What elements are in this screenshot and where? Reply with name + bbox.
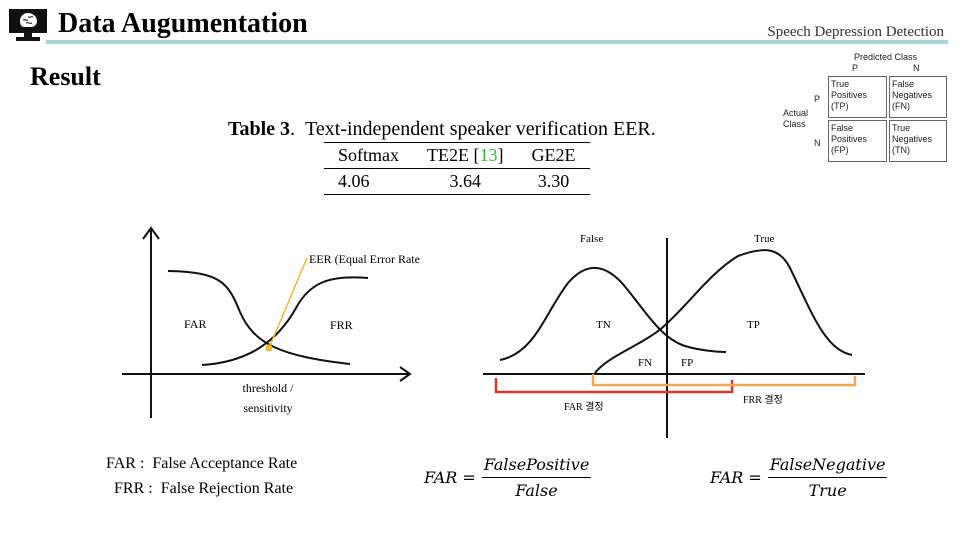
eer-point [265, 344, 273, 352]
col-head-p: P [852, 63, 859, 73]
fn-label: FN [638, 357, 652, 369]
far-text: False Acceptance Rate [152, 455, 298, 472]
formula-denominator: True [808, 481, 847, 500]
true-distribution-curve [594, 249, 853, 374]
formula-numerator: FalsePositive [481, 455, 592, 478]
xaxis-label: threshold / [243, 381, 295, 395]
table-header-cell: Softmax [338, 145, 399, 165]
far-formula-false-positive: FAR = FalsePositive False [424, 455, 592, 500]
table-header-row: Softmax TE2E [13] GE2E [324, 142, 590, 169]
table-header-cell: TE2E [13] [427, 145, 504, 165]
header-divider [46, 40, 948, 44]
formula-lhs: FAR = [710, 468, 762, 487]
actual-label: Class [783, 119, 806, 129]
table-caption-sep: . [290, 118, 306, 140]
eer-pointer-line [268, 257, 308, 349]
false-label: False [580, 233, 603, 245]
row-head-n: N [814, 138, 821, 148]
page-subtitle: Speech Depression Detection [767, 24, 944, 40]
cm-cell-line: True [831, 79, 850, 89]
cm-cell-line: Positives [831, 90, 868, 100]
far-label: FAR [184, 317, 206, 331]
predicted-class-label: Predicted Class [854, 52, 918, 62]
xaxis-label: sensitivity [243, 401, 292, 415]
table-header-label: TE2E [427, 145, 469, 165]
frr-decision-label: FRR 결정 [743, 394, 783, 406]
table-header-cell: GE2E [531, 145, 576, 165]
table-cell: 3.30 [537, 171, 570, 191]
confusion-matrix: Predicted Class P N Actual Class P N Tru… [780, 52, 950, 192]
eer-label: EER (Equal Error Rate) [309, 252, 420, 266]
row-head-p: P [814, 94, 821, 104]
cm-cell-tp: True Positives (TP) [828, 76, 887, 118]
table-cell: 4.06 [338, 171, 370, 191]
cm-cell-line: True [892, 123, 911, 133]
cm-cell-line: Negatives [892, 90, 933, 100]
far-definition: FAR : False Acceptance Rate [106, 455, 297, 473]
false-distribution-curve [499, 266, 727, 361]
far-abbr: FAR : [106, 455, 145, 472]
cm-cell-fn: False Negatives (FN) [889, 76, 947, 118]
citation-link[interactable]: 13 [479, 145, 498, 165]
eer-table: Softmax TE2E [13] GE2E 4.06 3.64 3.30 [324, 142, 590, 195]
far-frr-diagram: EER (Equal Error Rate) FAR FRR threshold… [122, 226, 420, 418]
formula-denominator: False [515, 481, 558, 500]
true-label: True [754, 233, 774, 245]
cm-cell-line: (TP) [831, 101, 849, 111]
x-axis-arrow-icon [399, 366, 412, 382]
section-title: Result [30, 62, 101, 91]
cm-cell-line: False [892, 79, 915, 89]
cm-cell-line: False [831, 123, 854, 133]
formula-numerator: FalseNegative [767, 455, 888, 478]
cm-cell-fp: False Positives (FP) [828, 120, 887, 162]
tp-label: TP [747, 319, 760, 331]
table-caption-text: Text-independent speaker verification EE… [305, 118, 656, 140]
table-cell: 3.64 [449, 171, 482, 191]
cm-cell-line: Positives [831, 134, 868, 144]
cm-cell-line: (FP) [831, 145, 849, 155]
frr-decision-bracket [591, 374, 857, 387]
actual-label: Actual [783, 108, 809, 118]
tn-label: TN [596, 319, 611, 331]
far-decision-label: FAR 결정 [564, 401, 604, 413]
far-curve [167, 270, 351, 365]
frr-text: False Rejection Rate [160, 480, 294, 497]
formula-lhs: FAR = [424, 468, 476, 487]
far-formula-false-negative: FAR = FalseNegative True [710, 455, 888, 500]
formula-fraction: FalseNegative True [767, 455, 888, 500]
frr-label: FRR [330, 318, 353, 332]
col-head-n: N [913, 63, 920, 73]
frr-curve [201, 276, 369, 366]
cm-cell-tn: True Negatives (TN) [889, 120, 947, 162]
cm-cell-line: Negatives [892, 134, 933, 144]
formula-fraction: FalsePositive False [481, 455, 592, 500]
frr-abbr: FRR : [114, 480, 153, 497]
fp-label: FP [681, 357, 693, 369]
cm-cell-line: (FN) [892, 101, 910, 111]
table-label: Table 3 [228, 118, 291, 140]
cm-cell-line: (TN) [892, 145, 910, 155]
y-axis-arrow-icon [142, 226, 160, 240]
table-row: 4.06 3.64 3.30 [324, 168, 590, 195]
page-title: Data Augumentation [58, 8, 308, 39]
brain-logo-icon [8, 8, 48, 42]
distribution-diagram: False True TN TP FN FP FAR 결정 FRR 결정 [483, 233, 865, 438]
frr-definition: FRR : False Rejection Rate [114, 480, 293, 498]
table-caption: Table 3. Text-independent speaker verifi… [228, 118, 656, 141]
